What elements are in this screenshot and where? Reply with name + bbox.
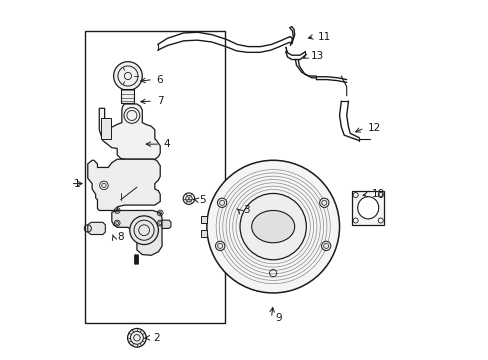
Polygon shape	[112, 211, 162, 255]
Text: 9: 9	[274, 313, 281, 323]
Text: 5: 5	[199, 195, 206, 205]
Text: 10: 10	[371, 189, 384, 199]
Bar	[201, 216, 207, 223]
Bar	[351, 191, 384, 225]
Circle shape	[215, 241, 224, 251]
Circle shape	[127, 328, 146, 347]
Circle shape	[183, 193, 194, 204]
Text: 4: 4	[163, 139, 170, 149]
Ellipse shape	[251, 211, 294, 243]
Text: 2: 2	[153, 333, 160, 343]
Circle shape	[321, 241, 330, 251]
Circle shape	[319, 198, 328, 207]
Polygon shape	[99, 104, 160, 159]
Text: 11: 11	[317, 32, 330, 41]
Bar	[201, 230, 207, 237]
Text: 8: 8	[117, 232, 123, 242]
Circle shape	[217, 198, 226, 207]
Circle shape	[240, 193, 306, 260]
Bar	[101, 118, 111, 139]
Text: 13: 13	[310, 51, 324, 61]
Text: 12: 12	[367, 123, 381, 133]
Polygon shape	[88, 159, 160, 211]
Bar	[85, 31, 224, 323]
Bar	[121, 89, 134, 103]
Ellipse shape	[357, 197, 378, 219]
Circle shape	[206, 160, 339, 293]
Text: 1: 1	[74, 179, 81, 189]
Circle shape	[113, 62, 142, 90]
Text: 7: 7	[156, 96, 163, 106]
Text: 3: 3	[242, 206, 249, 216]
Polygon shape	[88, 222, 105, 234]
Polygon shape	[162, 220, 171, 228]
Circle shape	[129, 216, 158, 244]
Text: 6: 6	[156, 75, 163, 85]
Circle shape	[263, 217, 283, 237]
